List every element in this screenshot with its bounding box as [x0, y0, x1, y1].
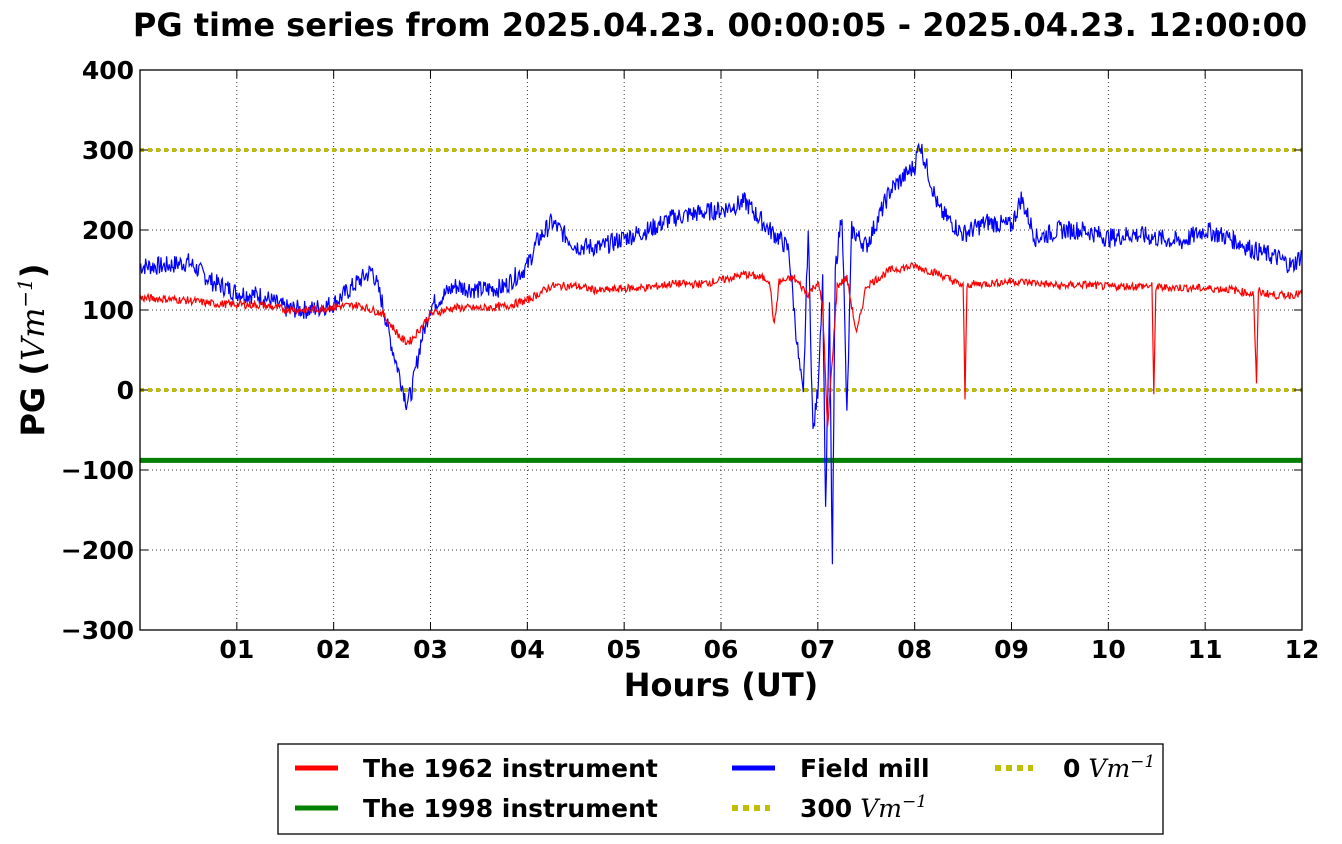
legend-box: [277, 743, 1164, 835]
series-line-1962-instrument: [139, 262, 1303, 427]
x-tick-label: 03: [413, 635, 448, 664]
x-tick-label: 11: [1188, 635, 1223, 664]
y-tick-label: 200: [82, 216, 134, 245]
x-tick-label: 12: [1285, 635, 1320, 664]
series-layer: [139, 142, 1303, 565]
legend-0-unit: Vm: [1088, 754, 1130, 783]
x-tick-label: 10: [1091, 635, 1126, 664]
x-tick-label: 01: [219, 635, 254, 664]
x-tick-label: 06: [704, 635, 739, 664]
y-tick-label: 400: [82, 56, 134, 85]
grid-lines: [140, 69, 1303, 631]
x-tick-label: 08: [897, 635, 932, 664]
y-tick-labels: 400 300 200 100 0 −100 −200 −300: [61, 56, 134, 645]
legend-300-name: 300: [800, 794, 852, 823]
x-tick-label: 05: [607, 635, 642, 664]
legend-0-exp: −1: [1130, 752, 1155, 772]
y-tick-label: −300: [61, 616, 134, 645]
legend-field-mill-name: Field mill: [800, 754, 930, 783]
legend-1962-instrument-name: The 1962 instrument: [363, 754, 658, 783]
y-tick-label: −100: [61, 456, 134, 485]
x-tick-label: 04: [510, 635, 545, 664]
legend-0-label: 0 Vm−1: [1063, 752, 1155, 783]
y-axis-label-exp: −1: [13, 278, 37, 307]
x-tick-label: 07: [800, 635, 835, 664]
legend-300-exp: −1: [902, 792, 927, 812]
x-tick-labels: 01 02 03 04 05 06 07 08 09 10 11 12: [219, 635, 1319, 664]
chart-title: PG time series from 2025.04.23. 00:00:05…: [133, 6, 1307, 44]
y-tick-label: 300: [82, 136, 134, 165]
legend-1962-instrument-label: The 1962 instrument: [363, 754, 658, 783]
y-axis-label-close: ): [14, 263, 52, 278]
x-tick-label: 02: [316, 635, 351, 664]
y-tick-label: 100: [82, 296, 134, 325]
y-axis-label-main: PG (: [14, 361, 52, 436]
y-tick-label: 0: [117, 376, 134, 405]
legend-300-label: 300 Vm−1: [800, 792, 927, 823]
legend-1998-instrument-label: The 1998 instrument: [363, 794, 658, 823]
x-axis-label: Hours (UT): [624, 666, 819, 704]
legend-field-mill-label: Field mill: [800, 754, 930, 783]
axis-ticks: [140, 69, 1303, 631]
x-tick-label: 09: [994, 635, 1029, 664]
legend-0-name: 0: [1063, 754, 1080, 783]
y-tick-label: −200: [61, 536, 134, 565]
legend-1998-instrument-name: The 1998 instrument: [363, 794, 658, 823]
y-axis-label: PG (Vm−1): [13, 263, 52, 436]
legend: The 1962 instrument The 1998 instrument Fi…: [277, 743, 1164, 835]
y-axis-label-unit: Vm: [14, 308, 52, 361]
legend-300-unit: Vm: [860, 794, 902, 823]
